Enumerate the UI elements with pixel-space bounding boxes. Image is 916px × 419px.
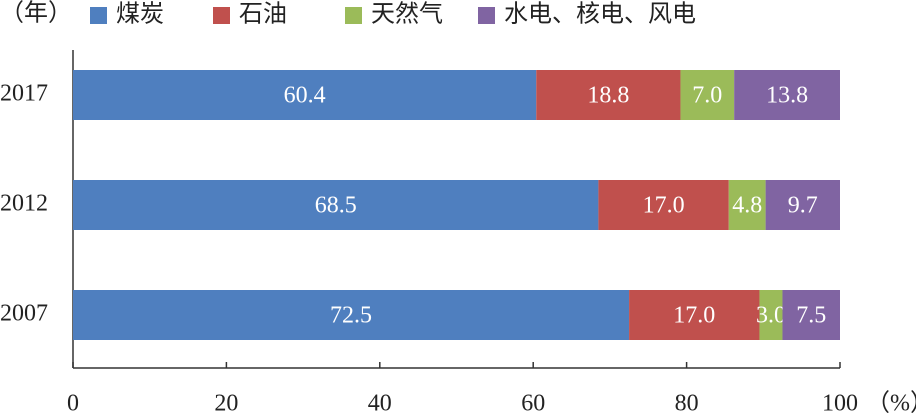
- value-label: 13.8: [766, 83, 808, 109]
- value-label: 68.5: [315, 193, 357, 219]
- y-tick-label: 2017: [0, 81, 48, 107]
- x-tick-label: 60: [521, 391, 545, 417]
- x-tick-label: 40: [368, 391, 392, 417]
- x-tick-label: 20: [214, 391, 238, 417]
- x-axis-label: （%）: [866, 391, 916, 417]
- value-label: 17.0: [673, 303, 715, 329]
- bar-segment: [629, 290, 760, 340]
- legend-label: 水电、核电、风电: [504, 1, 696, 28]
- y-tick-label: 2007: [0, 301, 48, 327]
- value-label: 72.5: [330, 303, 372, 329]
- legend-label: 石油: [239, 1, 287, 28]
- legend-swatch: [90, 7, 107, 24]
- legend-swatch: [345, 7, 362, 24]
- value-label: 9.7: [788, 193, 818, 219]
- value-label: 7.5: [796, 303, 826, 329]
- legend-label: 煤炭: [116, 1, 164, 28]
- value-label: 4.8: [732, 193, 762, 219]
- legend-swatch: [478, 7, 495, 24]
- bar-segment: [73, 70, 537, 120]
- bar-segment: [536, 70, 681, 120]
- value-label: 3.0: [756, 303, 786, 329]
- value-label: 7.0: [692, 83, 722, 109]
- bar-segment: [598, 180, 729, 230]
- x-tick-label: 100: [822, 391, 858, 417]
- bar-segment: [680, 70, 735, 120]
- x-tick-label: 80: [675, 391, 699, 417]
- value-label: 18.8: [587, 83, 629, 109]
- bar-segment: [728, 180, 766, 230]
- bar-segment: [73, 180, 599, 230]
- x-tick-label: 0: [67, 391, 79, 417]
- bar-segment: [73, 290, 630, 340]
- bar-segment: [734, 70, 840, 120]
- legend-label: 天然气: [371, 1, 443, 28]
- y-axis-label: （年）: [0, 0, 72, 27]
- bar-segment: [782, 290, 840, 340]
- value-label: 60.4: [284, 83, 326, 109]
- y-tick-label: 2012: [0, 191, 48, 217]
- bar-segment: [759, 290, 783, 340]
- legend-swatch: [213, 7, 230, 24]
- bar-segment: [765, 180, 840, 230]
- value-label: 17.0: [643, 193, 685, 219]
